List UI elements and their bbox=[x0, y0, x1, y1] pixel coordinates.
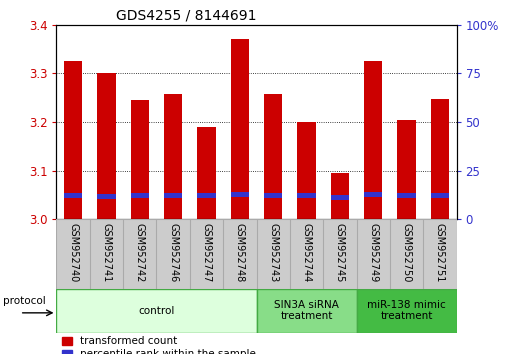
Bar bbox=[64, 61, 82, 219]
Bar bbox=[56, 289, 256, 333]
Bar bbox=[198, 127, 215, 219]
Bar bbox=[164, 94, 182, 219]
Text: GSM952740: GSM952740 bbox=[68, 223, 78, 282]
Text: GSM952750: GSM952750 bbox=[402, 223, 411, 282]
Bar bbox=[398, 120, 416, 219]
Bar bbox=[298, 193, 315, 198]
Bar bbox=[264, 94, 282, 219]
Text: protocol: protocol bbox=[3, 296, 46, 306]
Text: GSM952751: GSM952751 bbox=[435, 223, 445, 282]
Text: GSM952743: GSM952743 bbox=[268, 223, 278, 282]
Bar bbox=[357, 289, 457, 333]
Text: control: control bbox=[139, 306, 174, 316]
Bar bbox=[97, 74, 115, 219]
Bar bbox=[164, 193, 182, 198]
Text: GSM952744: GSM952744 bbox=[302, 223, 311, 282]
Bar bbox=[231, 39, 249, 219]
Text: GSM952749: GSM952749 bbox=[368, 223, 378, 282]
Bar bbox=[431, 193, 449, 198]
Text: GDS4255 / 8144691: GDS4255 / 8144691 bbox=[116, 8, 257, 22]
Text: GSM952747: GSM952747 bbox=[202, 223, 211, 282]
Bar bbox=[64, 193, 82, 198]
Bar bbox=[331, 195, 349, 200]
Text: GSM952746: GSM952746 bbox=[168, 223, 178, 282]
Text: GSM952741: GSM952741 bbox=[102, 223, 111, 282]
Text: GSM952748: GSM952748 bbox=[235, 223, 245, 282]
Text: GSM952745: GSM952745 bbox=[335, 223, 345, 282]
Bar bbox=[398, 193, 416, 198]
Text: miR-138 mimic
treatment: miR-138 mimic treatment bbox=[367, 300, 446, 321]
Bar bbox=[97, 194, 115, 199]
Bar bbox=[364, 61, 382, 219]
Bar bbox=[131, 193, 149, 198]
Text: SIN3A siRNA
treatment: SIN3A siRNA treatment bbox=[274, 300, 339, 321]
Text: GSM952742: GSM952742 bbox=[135, 223, 145, 282]
Legend: transformed count, percentile rank within the sample: transformed count, percentile rank withi… bbox=[62, 336, 256, 354]
Bar bbox=[231, 192, 249, 196]
Bar bbox=[131, 100, 149, 219]
Bar bbox=[364, 192, 382, 197]
Bar bbox=[298, 122, 315, 219]
Bar bbox=[256, 289, 357, 333]
Bar bbox=[264, 193, 282, 198]
Bar bbox=[331, 173, 349, 219]
Bar bbox=[198, 193, 215, 198]
Bar bbox=[431, 99, 449, 219]
